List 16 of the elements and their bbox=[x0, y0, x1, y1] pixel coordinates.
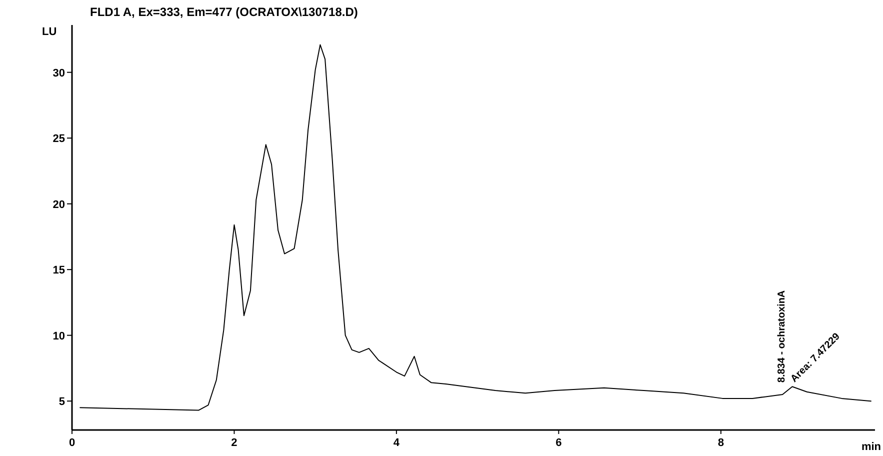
y-tick-label: 25 bbox=[52, 133, 65, 146]
x-tick-label: 0 bbox=[68, 437, 76, 449]
y-tick-label: 10 bbox=[52, 330, 65, 342]
y-tick-label: 5 bbox=[58, 396, 65, 408]
x-tick-label: 8 bbox=[718, 437, 724, 449]
x-tick-label: 6 bbox=[556, 437, 562, 449]
x-tick-label: 4 bbox=[393, 437, 400, 449]
x-axis-title: min bbox=[861, 441, 882, 453]
y-tick-label: 30 bbox=[52, 67, 65, 80]
x-tick-label: 2 bbox=[231, 437, 238, 449]
y-tick-label: 20 bbox=[52, 198, 65, 211]
line-series bbox=[80, 44, 872, 411]
annotation: 8.834 - ochratoxinA bbox=[776, 290, 788, 383]
chart-title: FLD1 A, Ex=333, Em=477 (OCRATOX\130718.D) bbox=[90, 5, 358, 19]
y-axis-title: LU bbox=[42, 26, 57, 38]
y-tick-label: 15 bbox=[52, 264, 65, 277]
